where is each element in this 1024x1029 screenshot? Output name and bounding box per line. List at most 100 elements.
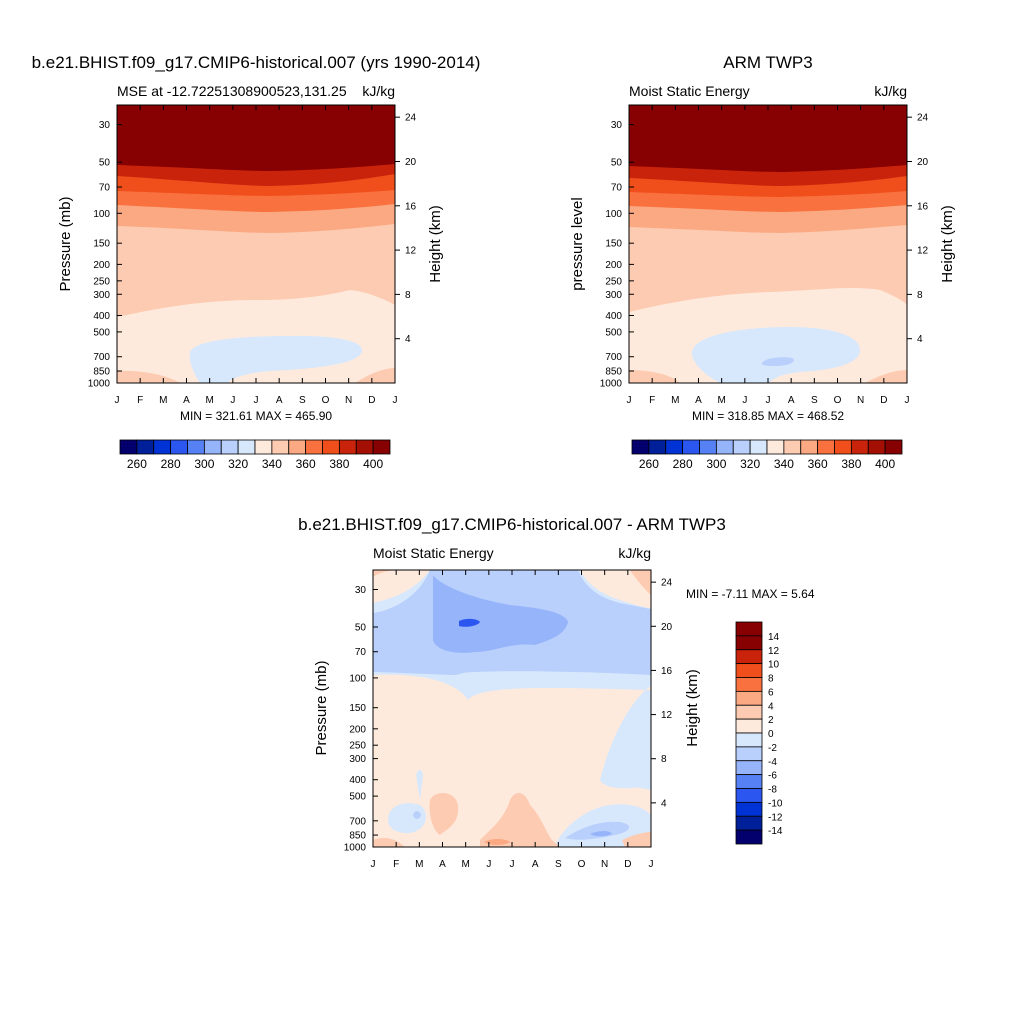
colorbar-swatch: [153, 439, 172, 455]
y-axis-right: 4 8 12 16 20 24: [907, 113, 929, 345]
colorbar-swatch: [735, 815, 763, 831]
contour-field: [373, 570, 651, 847]
y-axis-right: 4 8 12 16 20 24: [651, 578, 673, 809]
x-tick-label: N: [857, 395, 864, 406]
colorbar-swatch: [732, 439, 751, 455]
x-tick-label: A: [532, 859, 539, 870]
colorbar-swatch: [834, 439, 852, 455]
colorbar-swatch: [271, 439, 290, 455]
x-tick-label: J: [486, 859, 491, 870]
colorbar-label: -4: [768, 757, 777, 768]
panel-model: b.e21.BHIST.f09_g17.CMIP6-historical.007…: [32, 53, 481, 471]
y-tick-label: 100: [93, 209, 110, 220]
contour-band: [373, 570, 400, 577]
y-axis-right-title: Height (km): [427, 205, 444, 283]
colorbar-label: -14: [768, 826, 783, 837]
y-tick-label: 30: [355, 585, 367, 596]
colorbar-swatch: [735, 788, 763, 803]
contour-band: [117, 105, 395, 171]
x-tick-label: A: [439, 859, 446, 870]
y-tick-label: 850: [605, 367, 622, 378]
contour-band: [565, 821, 630, 840]
panel-left-string: Moist Static Energy: [629, 83, 750, 99]
colorbar-label: 280: [673, 457, 693, 471]
panel-title: b.e21.BHIST.f09_g17.CMIP6-historical.007…: [32, 53, 481, 72]
contour-band: [388, 803, 426, 834]
y-tick-label: 1000: [600, 379, 623, 390]
colorbar-label: -6: [768, 771, 777, 782]
colorbar-label: 320: [740, 457, 760, 471]
y-right-tick-label: 8: [917, 290, 923, 301]
panel-units: kJ/kg: [618, 545, 651, 561]
contour-band: [459, 618, 480, 627]
colorbar-label: 4: [768, 701, 774, 712]
y-axis-right-title: Height (km): [939, 205, 956, 283]
colorbar-swatch: [735, 677, 763, 692]
colorbar-swatch: [735, 801, 763, 817]
x-tick-label: A: [276, 395, 283, 406]
contour-field: [629, 105, 907, 383]
colorbar-label: -2: [768, 743, 777, 754]
y-tick-label: 70: [611, 183, 623, 194]
colorbar-label: 360: [296, 457, 316, 471]
y-right-tick-label: 16: [917, 201, 929, 212]
y-right-tick-label: 20: [661, 622, 673, 633]
x-tick-label: M: [415, 859, 423, 870]
contour-band: [629, 370, 680, 383]
x-tick-label: J: [393, 395, 398, 406]
x-tick-label: J: [371, 859, 376, 870]
y-tick-label: 30: [611, 120, 623, 131]
x-tick-label: M: [159, 395, 167, 406]
x-tick-label: M: [671, 395, 679, 406]
panel-difference: b.e21.BHIST.f09_g17.CMIP6-historical.007…: [298, 515, 815, 870]
colorbar-swatch: [735, 718, 763, 734]
y-tick-label: 100: [349, 673, 366, 684]
y-axis-right-title: Height (km): [684, 669, 701, 747]
y-tick-label: 300: [93, 290, 110, 301]
x-tick-label: M: [205, 395, 213, 406]
y-axis-right: 4 8 12 16 20 24: [395, 113, 417, 345]
colorbar-swatch: [305, 439, 323, 455]
contour-band: [865, 370, 907, 383]
colorbar-swatch: [254, 439, 273, 455]
contour-band: [355, 368, 395, 383]
x-tick-label: D: [368, 395, 375, 406]
contour-band: [416, 769, 423, 800]
colorbar-swatch: [735, 829, 763, 845]
x-tick-label: J: [115, 395, 120, 406]
colorbar-swatch: [735, 621, 763, 637]
colorbar-swatch: [766, 439, 785, 455]
y-tick-label: 200: [349, 724, 366, 735]
colorbar-label: 340: [774, 457, 794, 471]
y-tick-label: 150: [605, 239, 622, 250]
y-tick-label: 50: [611, 158, 623, 169]
colorbar-swatch: [699, 439, 717, 455]
colorbar-label: -8: [768, 785, 777, 796]
y-tick-label: 300: [349, 754, 366, 765]
y-tick-label: 50: [99, 158, 111, 169]
contour-band: [117, 370, 180, 383]
colorbar: 260 280 300 320 340 360 380 400: [119, 439, 391, 471]
contour-band: [622, 832, 651, 847]
x-tick-label: J: [254, 395, 259, 406]
colorbar-label: 340: [262, 457, 282, 471]
colorbar: 14 12 10 8 6 4 2 0 -2 -4 -6 -8 -10 -12 -14: [735, 621, 783, 845]
y-right-tick-label: 4: [405, 334, 411, 345]
x-tick-label: N: [345, 395, 352, 406]
colorbar-swatch: [867, 439, 886, 455]
panel-title: b.e21.BHIST.f09_g17.CMIP6-historical.007…: [298, 515, 726, 534]
x-tick-label: M: [717, 395, 725, 406]
x-tick-label: D: [880, 395, 887, 406]
y-axis-title: Pressure (mb): [57, 196, 74, 291]
contour-band: [429, 793, 459, 835]
y-tick-label: 850: [349, 831, 366, 842]
colorbar-swatch: [749, 439, 768, 455]
contour-band: [413, 811, 421, 819]
colorbar-swatch: [187, 439, 205, 455]
y-right-tick-label: 20: [917, 157, 929, 168]
x-tick-label: N: [601, 859, 608, 870]
